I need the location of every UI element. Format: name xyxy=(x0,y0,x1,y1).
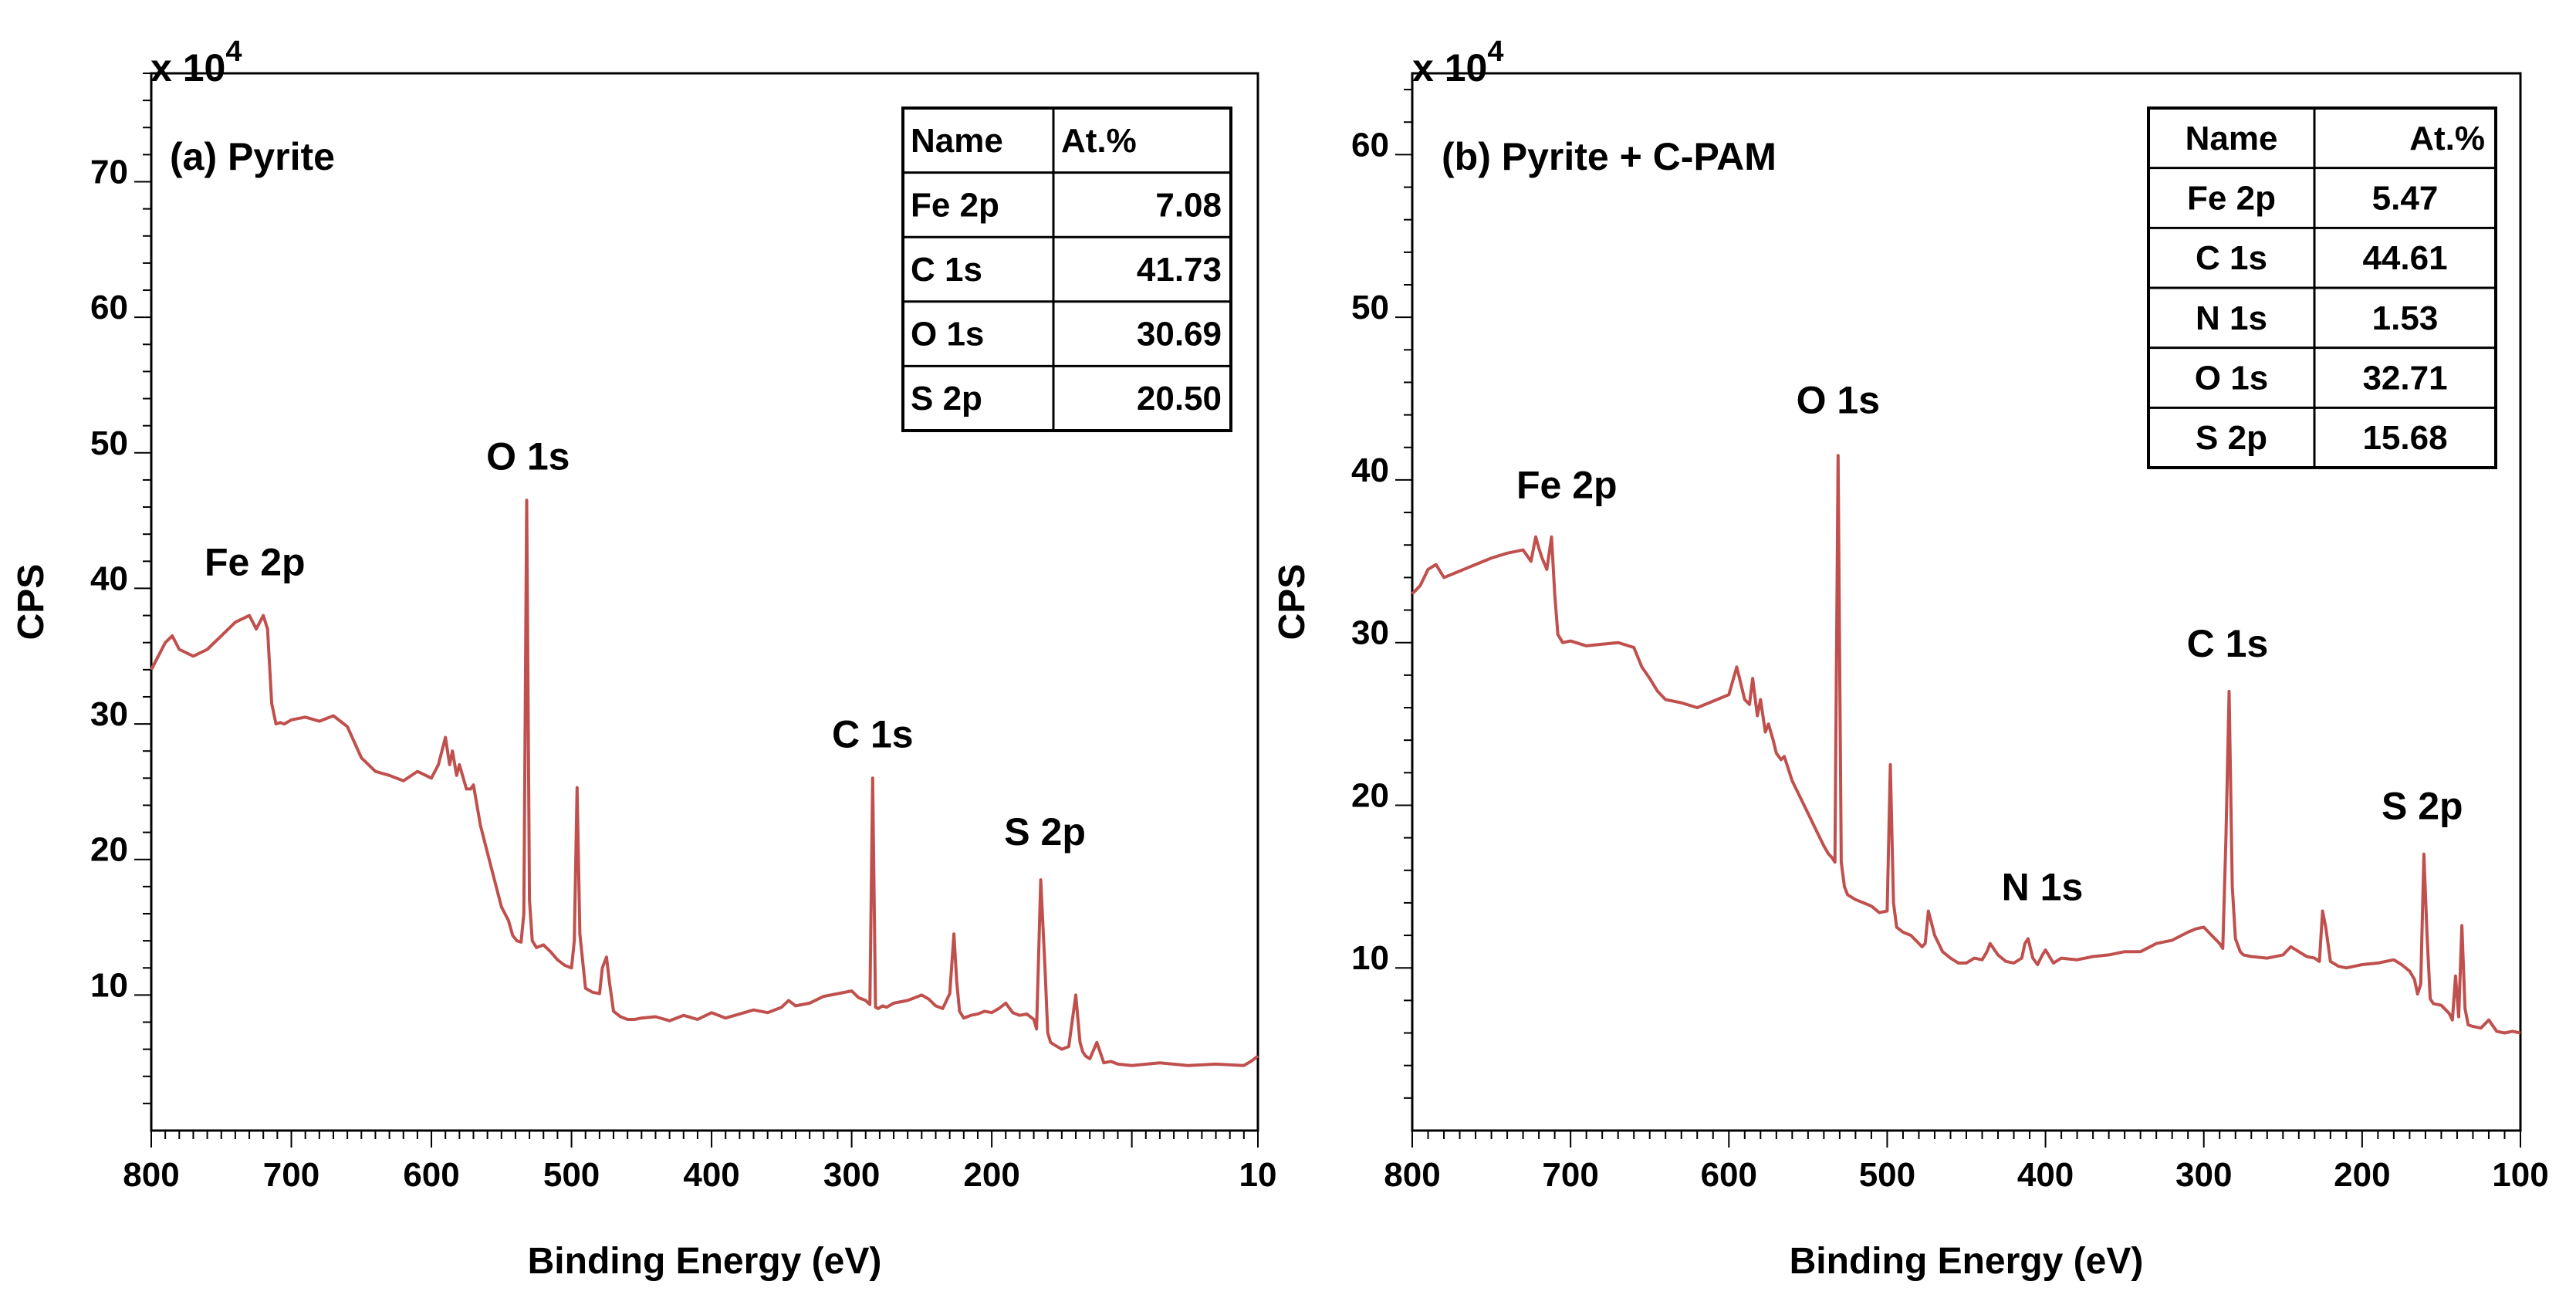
y-tick-label: 20 xyxy=(90,831,128,869)
y-tick-label: 10 xyxy=(1351,939,1389,977)
table-frame xyxy=(901,106,1232,432)
x-tick-label: 100 xyxy=(2492,1156,2548,1194)
table-cell: S 2p xyxy=(2196,419,2267,457)
y-tick-label: 70 xyxy=(90,154,128,191)
y-multiplier-base: x 10 xyxy=(150,46,225,90)
spectrum-line xyxy=(150,499,1259,1067)
y-tick-label: 20 xyxy=(1351,776,1389,814)
y-tick-label: 30 xyxy=(1351,614,1389,652)
x-tick-label: 500 xyxy=(543,1156,600,1194)
x-tick-label: 600 xyxy=(403,1156,459,1194)
x-tick-label: 200 xyxy=(963,1156,1019,1194)
table-cell: 44.61 xyxy=(2362,239,2447,277)
peak-label: O 1s xyxy=(1797,378,1880,421)
table-cell: 20.50 xyxy=(1137,380,1222,417)
x-tick-label: 400 xyxy=(2017,1156,2074,1194)
peak-label: C 1s xyxy=(2187,622,2269,665)
spectrum-line xyxy=(1411,454,2521,1035)
table-header-cell: Name xyxy=(2186,120,2278,157)
y-axis-ticks xyxy=(1395,89,1412,1099)
panel-title: (a) Pyrite xyxy=(170,135,335,178)
composition-table: Name At.% Fe 2p 5.47 C 1s 44.61 N 1s 1.53 O 1s 32… xyxy=(2147,106,2497,469)
x-tick-label: 200 xyxy=(2334,1156,2390,1194)
peak-label: C 1s xyxy=(832,712,914,756)
x-tick-label: 600 xyxy=(1701,1156,1757,1194)
y-tick-label: 10 xyxy=(90,966,128,1004)
plot-frame xyxy=(150,72,1259,1132)
table-cell: Fe 2p xyxy=(911,186,999,224)
y-multiplier-base: x 10 xyxy=(1412,46,1487,90)
y-axis-ticks xyxy=(134,73,151,1104)
table-cell: 15.68 xyxy=(2362,419,2447,457)
y-axis-label: CPS xyxy=(11,564,52,641)
table-cell: 41.73 xyxy=(1137,251,1222,289)
table-cell: Fe 2p xyxy=(2187,180,2276,218)
x-tick-label: 500 xyxy=(1859,1156,1915,1194)
y-multiplier-exponent: 4 xyxy=(1487,35,1503,68)
y-tick-label: 60 xyxy=(90,289,128,326)
x-axis-ticks xyxy=(150,1131,1259,1148)
y-tick-label: 60 xyxy=(1351,126,1389,164)
table-header-cell: At.% xyxy=(2409,120,2485,157)
x-tick-label: 300 xyxy=(823,1156,880,1194)
y-multiplier-exponent: 4 xyxy=(225,35,242,68)
y-multiplier: x 104 xyxy=(1412,35,1503,90)
x-tick-label: 700 xyxy=(263,1156,319,1194)
table-header-cell: At.% xyxy=(1061,122,1137,160)
panel-title: (b) Pyrite + C-PAM xyxy=(1442,135,1776,178)
x-tick-label: 10 xyxy=(1239,1156,1277,1194)
x-tick-label: 700 xyxy=(1542,1156,1598,1194)
table-cell: S 2p xyxy=(911,380,982,417)
x-tick-label: 400 xyxy=(683,1156,739,1194)
table-cell: C 1s xyxy=(911,251,982,289)
y-multiplier: x 104 xyxy=(150,35,242,90)
peak-label: O 1s xyxy=(486,434,570,478)
table-cell: 1.53 xyxy=(2372,299,2439,337)
y-tick-label: 40 xyxy=(1351,451,1389,489)
table-cell: O 1s xyxy=(911,316,984,353)
table-cell: O 1s xyxy=(2195,360,2268,397)
peak-label: N 1s xyxy=(2002,865,2084,908)
composition-table: Name At.% Fe 2p 7.08 C 1s 41.73 O 1s 30.69 S 2p 2… xyxy=(901,106,1232,432)
table-cell: 30.69 xyxy=(1137,316,1222,353)
x-tick-label: 800 xyxy=(123,1156,179,1194)
peak-label: S 2p xyxy=(1004,810,1086,854)
peak-label: Fe 2p xyxy=(1516,464,1618,507)
x-axis-label: Binding Energy (eV) xyxy=(528,1241,882,1282)
x-tick-label: 300 xyxy=(2175,1156,2232,1194)
y-tick-label: 40 xyxy=(90,559,128,597)
peak-label: S 2p xyxy=(2382,785,2463,828)
x-tick-label: 800 xyxy=(1384,1156,1440,1194)
table-cell: 5.47 xyxy=(2372,180,2439,218)
chart-panel-b: 800 700 600 500 400 300 200 100 10 20 30 40 50 60 Bind… xyxy=(1272,35,2549,1282)
table-header-cell: Name xyxy=(911,122,1003,160)
x-axis-ticks xyxy=(1411,1131,2521,1148)
peak-label: Fe 2p xyxy=(205,541,306,584)
y-tick-label: 50 xyxy=(90,424,128,462)
x-axis-label: Binding Energy (eV) xyxy=(1790,1241,2144,1282)
table-cell: C 1s xyxy=(2196,239,2267,277)
chart-panel-a: 800 700 600 500 400 300 200 10 10 20 30 40 50 60 70 Bin… xyxy=(11,35,1276,1282)
y-tick-label: 30 xyxy=(90,695,128,733)
table-cell: 7.08 xyxy=(1155,186,1222,224)
y-tick-label: 50 xyxy=(1351,289,1389,326)
table-cell: N 1s xyxy=(2196,299,2267,337)
table-cell: 32.71 xyxy=(2362,360,2447,397)
y-axis-label: CPS xyxy=(1272,564,1313,641)
